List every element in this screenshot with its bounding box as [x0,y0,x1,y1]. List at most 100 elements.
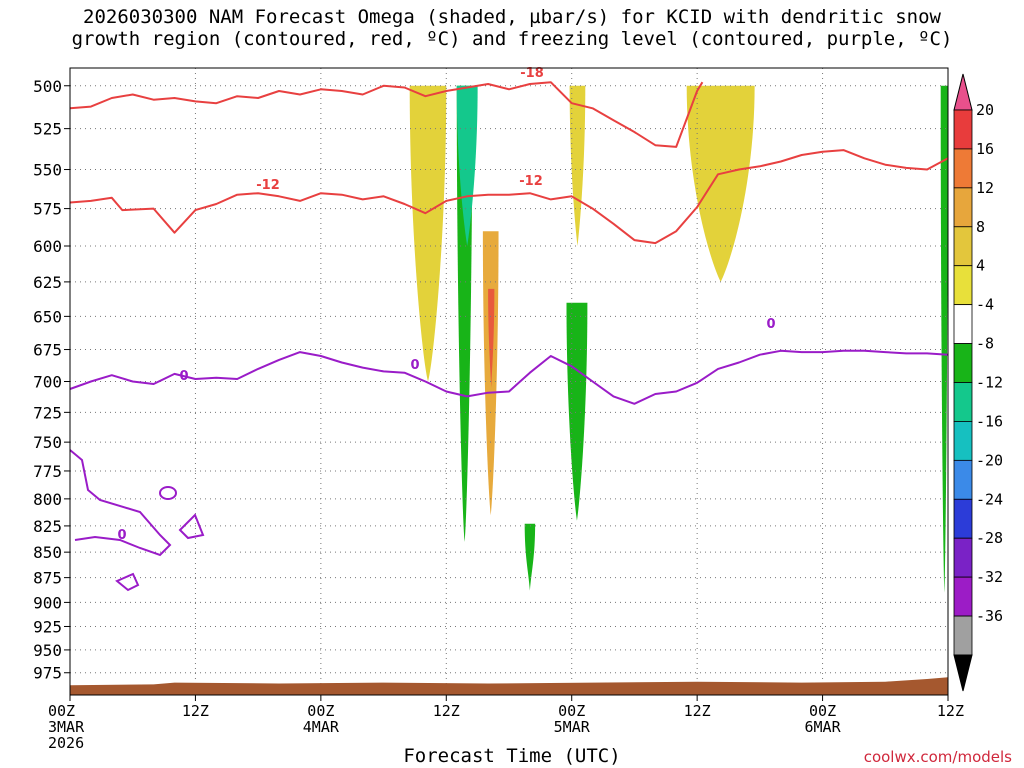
terrain-layer [70,677,948,695]
y-tick-label-975: 975 [33,664,62,683]
colorbar-label-12: -32 [976,568,1003,586]
colorbar-swatch-9 [953,421,973,461]
contour-purple-closed-b [178,513,205,540]
x-tick-label-6-1: 00Z [809,702,836,720]
chart-title: 2026030300 NAM Forecast Omega (shaded, µ… [0,6,1024,50]
colorbar-label-7: -12 [976,374,1003,392]
contour-red-minus18 [69,81,704,148]
omega-region-7 [686,85,755,282]
omega-region-1 [456,85,478,247]
colorbar-top-arrow [953,73,973,111]
source-credit: coolwx.com/models [863,748,1012,766]
contour-purple-zero-lower [69,449,172,557]
colorbar-label-10: -24 [976,490,1003,508]
y-tick-label-650: 650 [33,307,62,326]
y-tick-label-850: 850 [33,543,62,562]
contour-label-zero-c: 0 [766,317,775,332]
contour-label-red-minus12-a: -12 [256,178,280,193]
colorbar-label-5: -4 [976,296,994,314]
contour-label-zero-b: 0 [410,358,419,373]
x-tick-label-4-2: 5MAR [554,718,591,736]
y-tick-label-675: 675 [33,341,62,360]
terrain-fill [70,677,948,695]
colorbar-label-0: 20 [976,101,994,119]
title-line-1: 2026030300 NAM Forecast Omega (shaded, µ… [83,6,941,28]
colorbar-label-13: -36 [976,607,1003,625]
colorbar-bottom-arrow [953,654,973,692]
contour-label-zero-d: 0 [117,528,126,543]
x-tick-label-5-1: 12Z [684,702,711,720]
omega-region-3 [488,288,495,388]
y-tick-label-925: 925 [33,617,62,636]
colorbar-label-3: 8 [976,218,985,236]
y-tick-label-825: 825 [33,517,62,536]
contour-purple-zero [69,349,949,405]
gridlines [70,68,948,695]
colorbar-label-2: 12 [976,179,994,197]
colorbar-label-11: -28 [976,529,1003,547]
x-tick-label-7-1: 12Z [937,702,964,720]
contour-label-layer: -18 -12 -12 0 0 0 0 [117,66,775,543]
colorbar-swatch-3 [953,187,973,228]
colorbar-label-1: 16 [976,140,994,158]
colorbar-swatch-7 [953,343,973,383]
omega-region-8 [569,85,586,247]
colorbar-label-6: -8 [976,335,994,353]
colorbar-label-9: -20 [976,451,1003,469]
y-tick-label-575: 575 [33,200,62,219]
x-tick-label-0-1: 00Z [48,702,75,720]
colorbar: 20 16 12 8 4 -4 -8 -12 -16 -20 -24 -28 -32 -36 [953,73,1003,692]
x-tick-label-3-1: 12Z [433,702,460,720]
omega-region-5 [566,302,588,521]
colorbar-swatch-2 [953,148,973,189]
x-axis-title: Forecast Time (UTC) [403,745,621,767]
x-tick-label-2-2: 4MAR [303,718,340,736]
x-tick-label-2-1: 00Z [307,702,334,720]
contour-purple-closed-c [115,572,140,592]
colorbar-swatch-8 [953,382,973,422]
colorbar-label-8: -16 [976,412,1003,430]
title-line-2: growth region (contoured, red, ºC) and f… [71,28,953,50]
x-tick-label-1-1: 12Z [182,702,209,720]
contour-red-minus12 [69,149,949,245]
y-tick-label-800: 800 [33,490,62,509]
x-tick-label-0-3: 2026 [48,734,84,752]
x-tick-label-0-2: 3MAR [48,718,85,736]
y-tick-label-700: 700 [33,373,62,392]
omega-region-6 [524,523,536,591]
colorbar-swatch-10 [953,459,973,500]
colorbar-swatch-13 [953,576,973,617]
contour-label-red-minus12-b: -12 [519,174,543,189]
colorbar-swatch-6 [953,304,973,344]
y-tick-label-725: 725 [33,403,62,422]
contour-label-zero-a: 0 [179,369,188,384]
y-tick-label-950: 950 [33,641,62,660]
plot-frame [69,67,949,696]
y-tick-label-750: 750 [33,433,62,452]
colorbar-swatch-1 [953,109,973,150]
y-tick-label-875: 875 [33,569,62,588]
colorbar-swatch-14 [953,615,973,656]
y-tick-label-775: 775 [33,462,62,481]
omega-region-4 [409,85,447,382]
omega-region-9 [940,85,948,593]
x-tick-label-6-2: 6MAR [805,718,842,736]
y-tick-label-625: 625 [33,273,62,292]
y-tick-label-500: 500 [33,77,62,96]
colorbar-swatch-5 [953,265,973,306]
contour-label-red-minus18: -18 [520,66,544,81]
y-tick-label-525: 525 [33,120,62,139]
colorbar-swatch-11 [953,498,973,539]
omega-shading-layer [409,85,948,593]
y-tick-label-900: 900 [33,593,62,612]
contour-layer [69,81,949,592]
axes-layer: 500 525 550 575 600 625 650 675 700 725 750 775 800 8… [33,67,964,752]
colorbar-swatch-4 [953,226,973,267]
colorbar-label-4: 4 [976,257,985,275]
y-tick-label-600: 600 [33,237,62,256]
y-tick-label-550: 550 [33,161,62,180]
x-tick-label-4-1: 00Z [558,702,585,720]
colorbar-swatch-12 [953,537,973,578]
contour-purple-closed-a [159,486,177,500]
